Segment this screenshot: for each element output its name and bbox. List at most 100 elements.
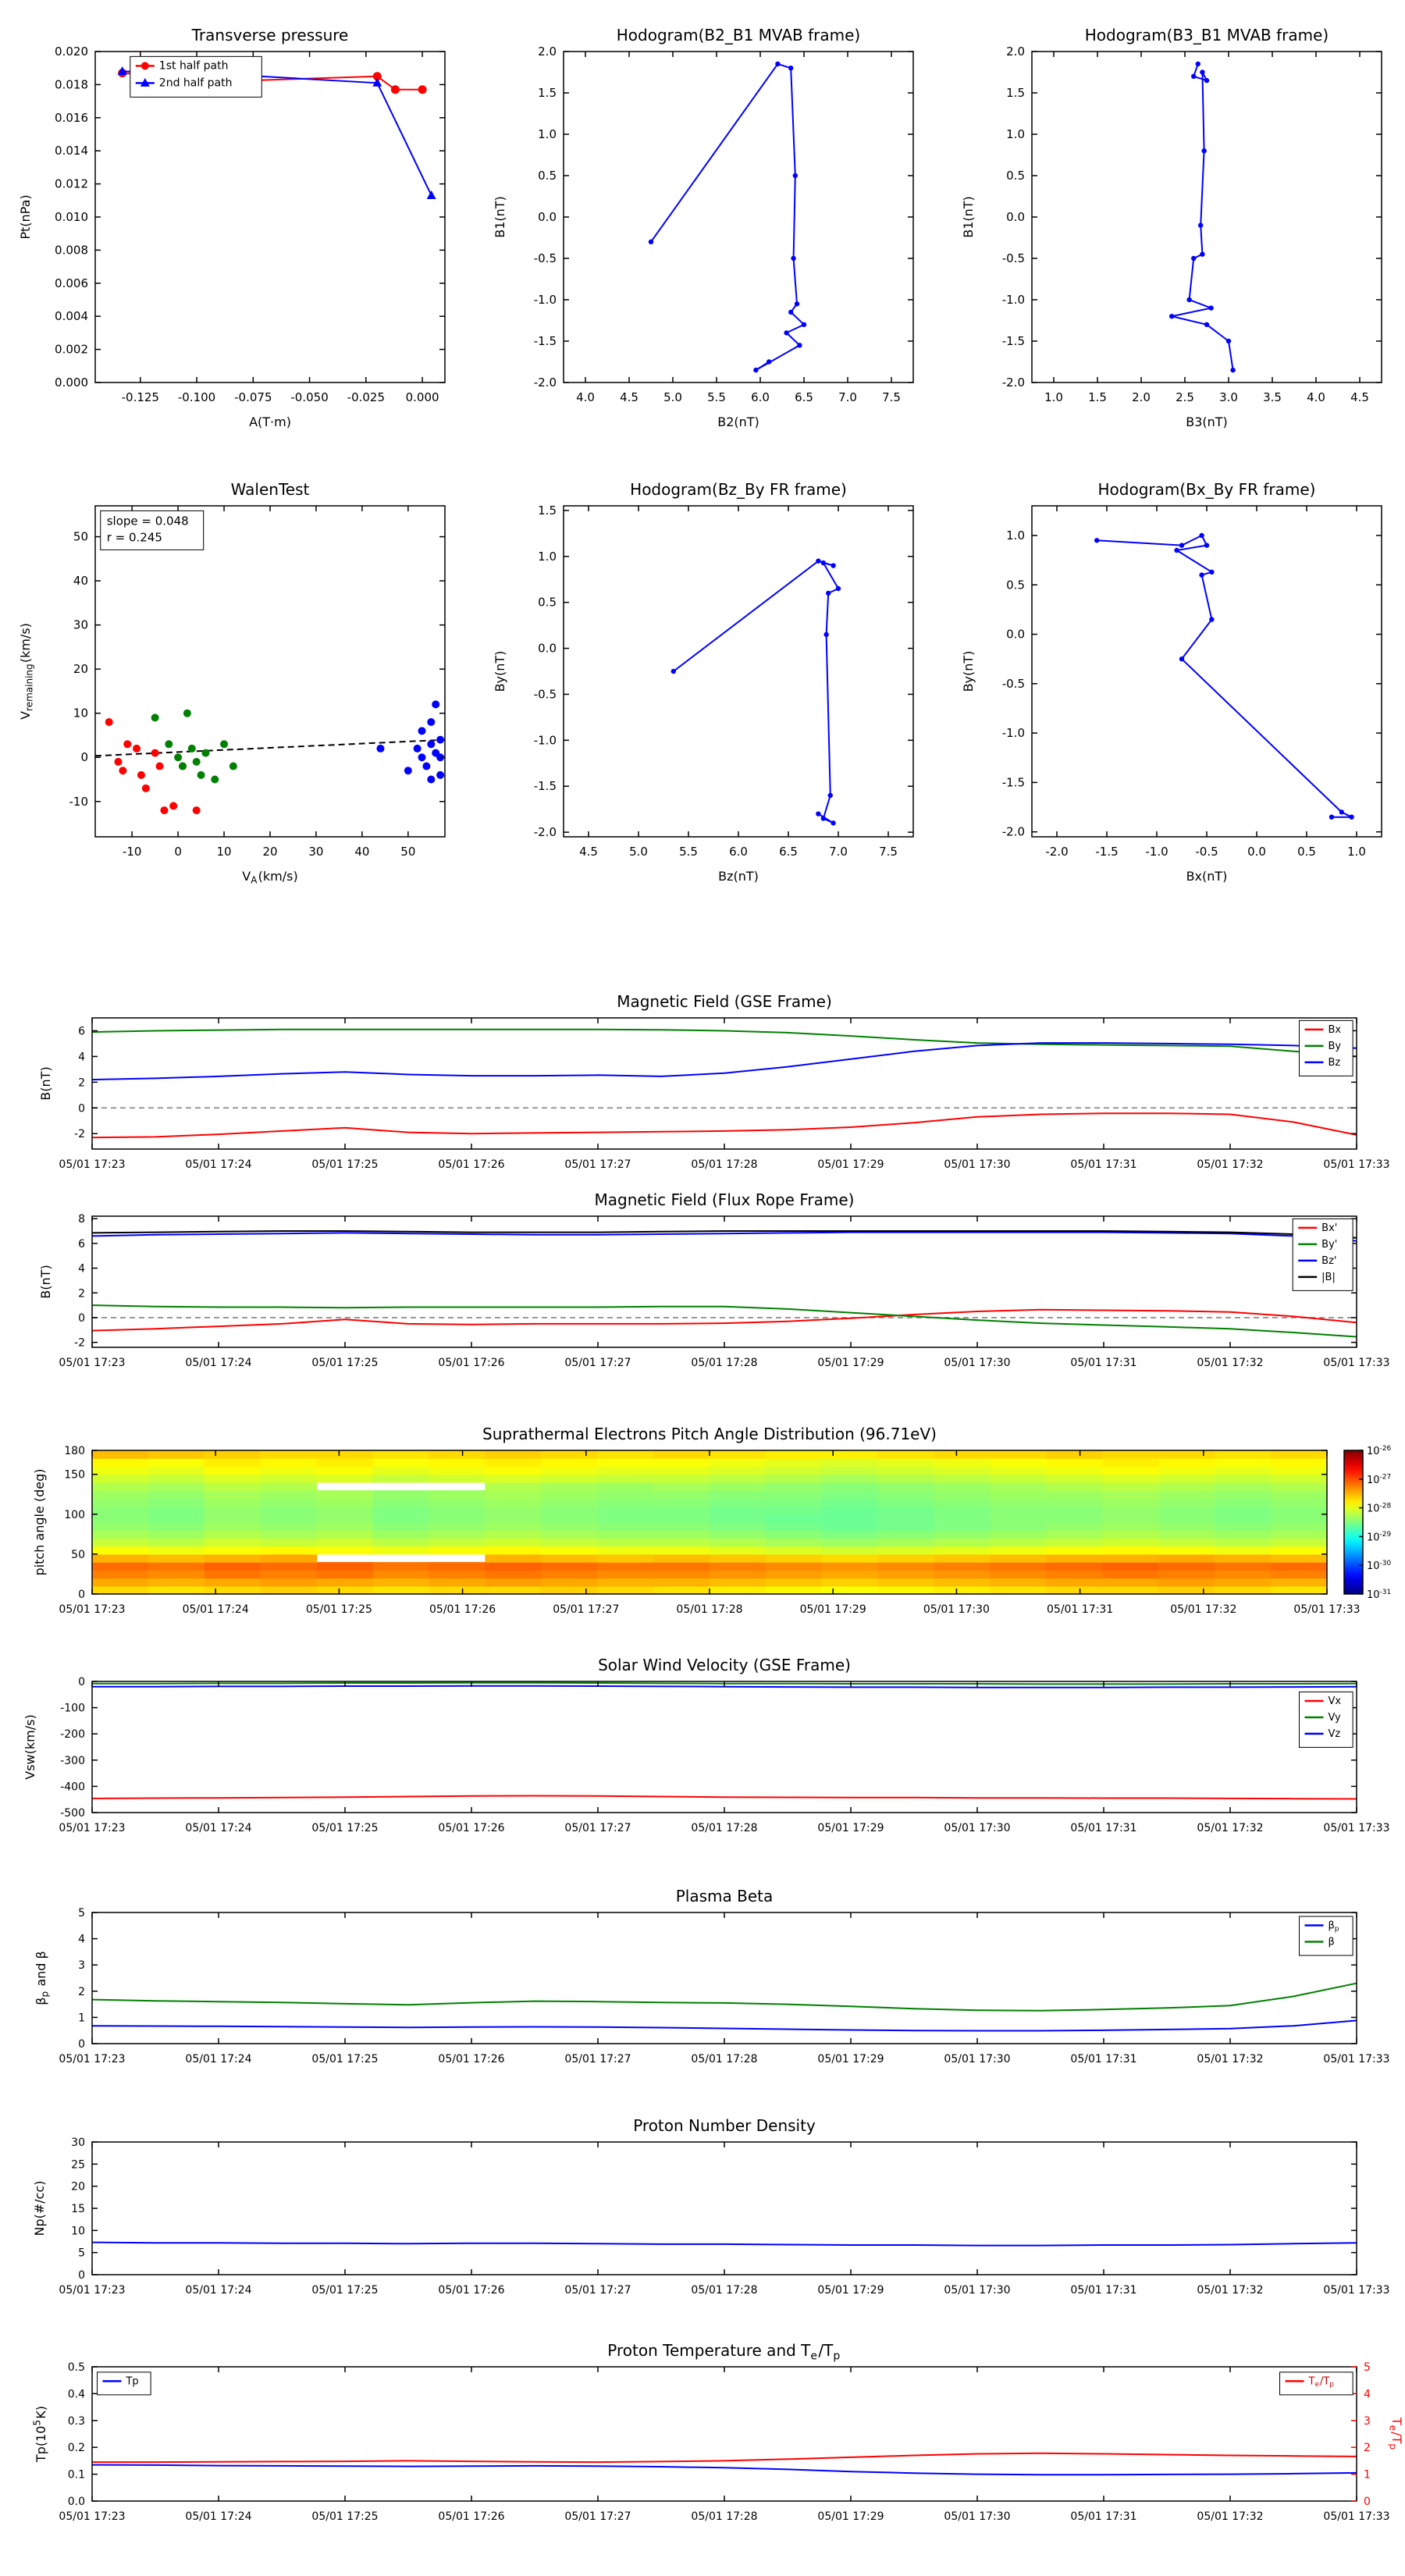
svg-text:-10: -10 [69, 795, 89, 809]
svg-text:7.5: 7.5 [882, 390, 901, 404]
svg-text:|B|: |B| [1321, 1272, 1336, 1283]
svg-text:-1.0: -1.0 [1145, 845, 1168, 859]
svg-text:05/01 17:33: 05/01 17:33 [1323, 1357, 1389, 1369]
svg-text:0: 0 [1364, 2496, 1371, 2508]
svg-text:-0.5: -0.5 [1002, 677, 1025, 691]
svg-text:1.0: 1.0 [538, 127, 557, 141]
svg-text:20: 20 [71, 2181, 85, 2194]
svg-text:5: 5 [1364, 2361, 1371, 2374]
svg-text:0.5: 0.5 [538, 169, 557, 183]
svg-text:4: 4 [78, 1934, 85, 1946]
svg-text:-0.075: -0.075 [234, 390, 272, 404]
svg-text:0.000: 0.000 [406, 390, 439, 404]
svg-text:05/01 17:23: 05/01 17:23 [59, 1158, 125, 1171]
svg-text:β: β [1329, 1937, 1335, 1948]
svg-text:05/01 17:24: 05/01 17:24 [185, 2510, 251, 2523]
svg-text:0: 0 [174, 845, 182, 859]
svg-text:4.0: 4.0 [576, 390, 595, 404]
svg-text:r = 0.245: r = 0.245 [107, 530, 162, 544]
svg-text:05/01 17:29: 05/01 17:29 [817, 1357, 884, 1369]
svg-text:-1.0: -1.0 [1002, 726, 1025, 740]
svg-text:Vx: Vx [1329, 1695, 1342, 1707]
svg-text:0.1: 0.1 [68, 2469, 85, 2482]
svg-text:05/01 17:27: 05/01 17:27 [564, 1158, 631, 1171]
svg-text:30: 30 [308, 845, 323, 859]
svg-text:slope = 0.048: slope = 0.048 [107, 514, 189, 528]
svg-text:Bx': Bx' [1321, 1222, 1337, 1234]
svg-text:0.5: 0.5 [1006, 169, 1025, 183]
svg-text:05/01 17:31: 05/01 17:31 [1070, 1158, 1136, 1171]
svg-text:05/01 17:28: 05/01 17:28 [691, 2053, 757, 2065]
svg-text:2.0: 2.0 [538, 44, 557, 59]
svg-text:10-29: 10-29 [1367, 1531, 1392, 1543]
svg-text:0.020: 0.020 [55, 44, 88, 59]
svg-text:10-26: 10-26 [1367, 1445, 1392, 1457]
svg-text:1.0: 1.0 [1006, 528, 1025, 543]
svg-text:-0.100: -0.100 [178, 390, 215, 404]
svg-text:10-28: 10-28 [1367, 1502, 1392, 1514]
svg-text:4.0: 4.0 [1307, 390, 1325, 404]
svg-text:05/01 17:28: 05/01 17:28 [691, 2510, 757, 2523]
svg-text:0.3: 0.3 [68, 2415, 85, 2428]
svg-text:50: 50 [400, 845, 415, 859]
svg-text:05/01 17:27: 05/01 17:27 [553, 1603, 619, 1616]
svg-text:1.0: 1.0 [1347, 845, 1366, 859]
svg-text:40: 40 [354, 845, 369, 859]
svg-text:Vsw(km/s): Vsw(km/s) [23, 1714, 37, 1779]
svg-text:-2.0: -2.0 [1045, 845, 1068, 859]
svg-text:1.5: 1.5 [538, 503, 557, 518]
svg-text:05/01 17:31: 05/01 17:31 [1070, 1357, 1136, 1369]
svg-text:05/01 17:31: 05/01 17:31 [1070, 2510, 1136, 2523]
svg-text:Te /Tp: Te /Tp [1308, 2375, 1335, 2389]
svg-text:6.5: 6.5 [795, 390, 813, 404]
svg-text:05/01 17:27: 05/01 17:27 [564, 1357, 631, 1369]
svg-text:05/01 17:23: 05/01 17:23 [59, 2053, 125, 2065]
svg-text:Te /Tp: Te /Tp [1387, 2417, 1404, 2450]
svg-text:5.0: 5.0 [629, 845, 648, 859]
svg-text:2.0: 2.0 [1006, 44, 1025, 59]
svg-text:4.5: 4.5 [1350, 390, 1369, 404]
svg-text:0.010: 0.010 [55, 210, 88, 224]
svg-text:05/01 17:29: 05/01 17:29 [817, 2284, 884, 2297]
svg-text:Np(#/cc): Np(#/cc) [32, 2181, 47, 2236]
svg-text:05/01 17:31: 05/01 17:31 [1070, 2284, 1136, 2297]
svg-text:Plasma Beta: Plasma Beta [676, 1887, 774, 1905]
svg-text:0.000: 0.000 [55, 375, 88, 390]
svg-text:Suprathermal Electrons Pitch A: Suprathermal Electrons Pitch Angle Distr… [482, 1425, 937, 1443]
svg-text:Hodogram(Bx_By FR frame): Hodogram(Bx_By FR frame) [1097, 480, 1315, 499]
svg-text:05/01 17:23: 05/01 17:23 [59, 2284, 125, 2297]
svg-text:05/01 17:31: 05/01 17:31 [1070, 1822, 1136, 1834]
svg-text:0: 0 [80, 750, 88, 764]
svg-text:6: 6 [78, 1238, 85, 1251]
svg-text:05/01 17:30: 05/01 17:30 [944, 2053, 1010, 2065]
svg-text:8: 8 [78, 1213, 85, 1226]
svg-text:4.5: 4.5 [620, 390, 638, 404]
svg-text:0: 0 [78, 1589, 85, 1601]
svg-text:0.0: 0.0 [1006, 628, 1025, 642]
svg-text:0.5: 0.5 [1006, 578, 1025, 592]
svg-text:Bz': Bz' [1321, 1255, 1336, 1267]
svg-text:B(nT): B(nT) [38, 1066, 53, 1100]
svg-text:-1.5: -1.5 [1002, 775, 1025, 789]
svg-text:10: 10 [71, 2225, 85, 2237]
svg-text:05/01 17:31: 05/01 17:31 [1047, 1603, 1113, 1616]
svg-text:05/01 17:24: 05/01 17:24 [185, 1357, 251, 1369]
svg-text:Tp(105 K): Tp(105 K) [32, 2406, 48, 2463]
svg-text:05/01 17:28: 05/01 17:28 [691, 1822, 757, 1834]
svg-text:5.0: 5.0 [663, 390, 682, 404]
svg-text:05/01 17:30: 05/01 17:30 [923, 1603, 990, 1616]
svg-text:0.0: 0.0 [538, 210, 557, 224]
svg-text:05/01 17:24: 05/01 17:24 [185, 1158, 251, 1171]
chart-hodogram-bz-by: 4.5 5.0 5.5 6.0 6.5 7.0 7.5 -2.0 -1.5 -1.0 -0.5 0.0… [468, 465, 937, 902]
svg-text:5: 5 [78, 1907, 85, 1920]
svg-text:05/01 17:23: 05/01 17:23 [59, 2510, 125, 2523]
svg-text:1: 1 [1364, 2469, 1371, 2482]
svg-text:VA (km/s): VA (km/s) [242, 869, 297, 886]
svg-text:0.5: 0.5 [68, 2361, 85, 2374]
svg-text:05/01 17:29: 05/01 17:29 [817, 2510, 884, 2523]
chart-plasma-beta: 05/01 17:23 05/01 17:24 05/01 17:25 05/01 1… [0, 1883, 1405, 2080]
svg-text:05/01 17:29: 05/01 17:29 [817, 1158, 884, 1171]
svg-text:Vremaining (km/s): Vremaining (km/s) [18, 623, 35, 720]
svg-text:05/01 17:30: 05/01 17:30 [944, 1158, 1010, 1171]
svg-text:05/01 17:27: 05/01 17:27 [564, 1822, 631, 1834]
